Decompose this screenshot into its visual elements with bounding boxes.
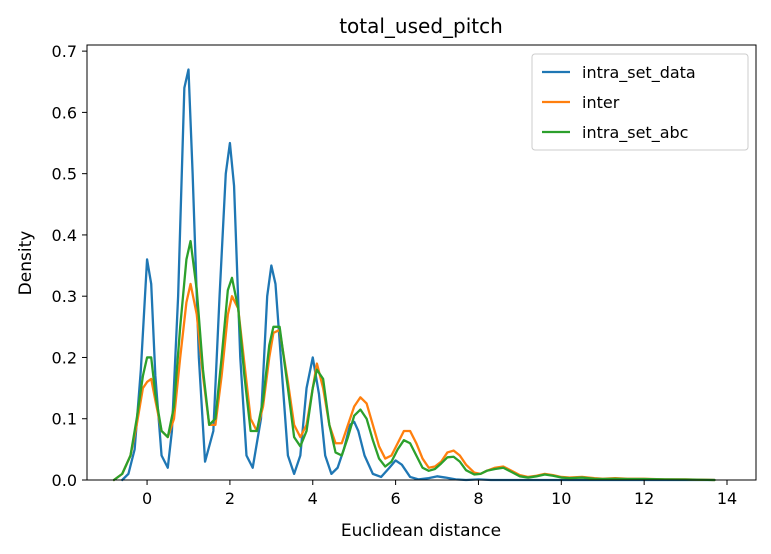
chart-title: total_used_pitch [339,14,503,38]
legend-label-intra_set_data: intra_set_data [582,63,696,83]
x-tick-label: 10 [551,489,571,508]
x-tick-label: 4 [308,489,318,508]
x-tick-label: 2 [225,489,235,508]
y-tick-label: 0.7 [52,42,77,61]
plot-frame [86,44,757,481]
legend-label-intra_set_abc: intra_set_abc [582,123,688,143]
ticks: 0 2 4 6 8 10 12 14 0.0 0.1 0.2 0.3 0.4 0.5 0.6 0.7 [52,42,738,508]
x-tick-label: 8 [473,489,483,508]
y-tick-label: 0.6 [52,103,77,122]
legend-label-inter: inter [582,93,620,112]
axes [86,44,757,481]
y-tick-label: 0.3 [52,287,77,306]
series-line-intra_set_abc [112,239,716,482]
x-tick-label: 14 [717,489,737,508]
y-tick-label: 0.0 [52,471,77,490]
x-tick-label: 6 [391,489,401,508]
y-tick-label: 0.1 [52,410,77,429]
y-axis-label: Density [16,231,36,296]
x-tick-label: 12 [634,489,654,508]
y-tick-label: 0.2 [52,348,77,367]
y-tick-label: 0.5 [52,165,77,184]
x-tick-label: 0 [142,489,152,508]
x-axis-label: Euclidean distance [341,521,501,541]
legend-box [531,53,749,151]
y-tick-label: 0.4 [52,226,77,245]
